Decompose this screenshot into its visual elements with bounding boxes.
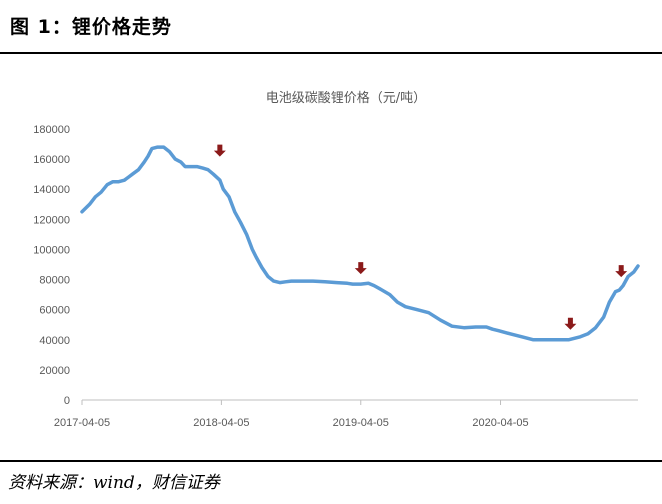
x-tick-label: 2017-04-05	[54, 417, 110, 429]
y-tick-label: 40000	[39, 335, 70, 347]
figure-title: 图 1：锂价格走势	[10, 16, 172, 38]
plot-area	[80, 144, 640, 342]
y-tick-label: 180000	[33, 124, 70, 136]
y-tick-label: 160000	[33, 154, 70, 166]
y-tick-label: 0	[64, 395, 70, 407]
down-arrow-marker	[564, 317, 577, 330]
x-tick-label: 2020-04-05	[472, 417, 528, 429]
price-series-line	[80, 145, 640, 342]
x-tick-label: 2019-04-05	[333, 417, 389, 429]
bottom-rule	[0, 460, 662, 462]
y-tick-label: 80000	[39, 275, 70, 287]
chart-axes: 0 20000 40000 60000 80000 100000 120000 140000 1…	[33, 124, 638, 429]
chart-title: 电池级碳酸锂价格（元/吨）	[266, 90, 426, 106]
y-tick-label: 120000	[33, 214, 70, 226]
source-note: 资料来源：wind，财信证券	[8, 473, 220, 493]
y-tick-label: 140000	[33, 184, 70, 196]
down-arrow-marker	[354, 262, 367, 275]
top-rule	[0, 52, 662, 54]
down-arrow-marker	[615, 265, 628, 278]
y-tick-label: 20000	[39, 365, 70, 377]
x-tick-label: 2018-04-05	[193, 417, 249, 429]
y-tick-label: 60000	[39, 305, 70, 317]
y-tick-label: 100000	[33, 244, 70, 256]
down-arrow-marker	[213, 144, 226, 157]
